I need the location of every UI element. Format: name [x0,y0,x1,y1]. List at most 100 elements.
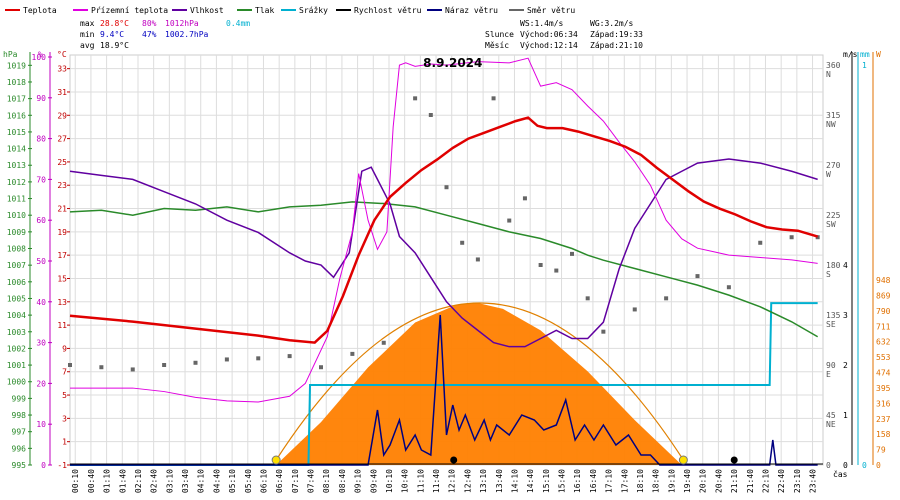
temp-tick-label: 11 [57,321,67,330]
pct-tick-label: 70 [36,175,46,184]
hpa-tick-label: 1014 [7,145,26,154]
hpa-tick-label: 1009 [7,228,26,237]
hpa-tick-label: 1007 [7,261,26,270]
hpa-tick-label: 1010 [7,211,26,220]
tlak-line [69,201,819,338]
temp-tick-label: 15 [57,274,67,283]
dir-tick-name: SE [826,320,836,329]
stats-wg: WG:3.2m/s [590,19,634,28]
stats-slunce-zapad: Západ:19:33 [590,30,643,39]
legend-label: Pŕízemní teplota [91,6,168,15]
stats-min-press: 1002.7hPa [165,30,209,39]
wind-direction-point [444,185,449,190]
temp-tick-label: -1 [57,461,67,470]
wind-direction-point [570,251,574,256]
legend-label: Vlhkost [190,6,224,15]
stats-min-label: min [80,30,95,39]
temp-tick-label: 19 [57,228,67,237]
w-tick-label: 395 [876,384,891,393]
mm-tick-label: 1 [862,61,867,70]
dir-tick-label: 180 [826,261,841,270]
dir-tick-name: SW [826,220,836,229]
x-tick-label: 16:40 [589,469,598,493]
wind-direction-point [224,357,229,362]
hpa-tick-label: 1013 [7,161,26,170]
wind-direction-point [99,365,104,370]
x-tick-label: 23:10 [793,469,802,493]
sun-rise-marker [271,455,281,465]
x-tick-label: 06:40 [275,469,284,493]
legend-label: Tlak [255,6,274,15]
hpa-tick-label: 1016 [7,111,26,120]
wind-direction-point [68,363,72,367]
wind-direction-point [554,268,559,273]
pct-tick-label: 40 [36,298,46,307]
hpa-axis-title: hPa [3,50,18,59]
x-tick-label: 23:40 [809,469,818,493]
dir-tick-label: 360 [826,61,841,70]
x-tick-label: 17:10 [605,469,614,493]
temp-tick-label: 33 [57,65,67,74]
wind-direction-point [381,340,386,345]
temp-tick-label: 7 [62,368,67,377]
wind-direction-point [460,240,465,245]
x-axis-label: čas [833,469,848,479]
x-tick-label: 17:40 [620,469,629,493]
hpa-tick-label: 998 [12,411,27,420]
x-tick-label: 19:40 [683,469,692,493]
chart-date: 8.9.2024 [423,56,482,70]
wind-direction-point [507,218,512,223]
x-tick-label: 12:10 [448,469,457,493]
w-tick-label: 0 [876,461,881,470]
stats-min-temp: 9.4°C [100,30,124,39]
x-tick-label: 05:10 [228,469,237,493]
x-tick-label: 06:10 [259,469,268,493]
solar-radiation-area [276,303,682,465]
wind-direction-point [130,367,135,372]
x-tick-label: 03:10 [165,469,174,493]
stats-min-hum: 47% [142,30,157,39]
w-tick-label: 237 [876,415,891,424]
hpa-tick-label: 995 [12,461,27,470]
x-tick-label: 08:10 [322,469,331,493]
x-tick-label: 12:40 [463,469,472,493]
wind-direction-point [664,296,669,301]
temp-tick-label: 29 [57,111,67,120]
x-tick-label: 11:10 [416,469,425,493]
hpa-tick-label: 1015 [7,128,26,137]
legend-label: Srážky [299,6,328,15]
w-tick-label: 553 [876,353,891,362]
hpa-tick-label: 1017 [7,95,26,104]
wind-direction-point [193,360,198,365]
stats-mesic-vychod: Východ:12:14 [520,41,578,50]
dir-tick-label: 270 [826,161,841,170]
legend-label: Rychlost větru [354,6,422,15]
ms-axis-title: m/s [843,50,858,59]
hpa-tick-label: 997 [12,428,27,437]
temp-tick-label: 1 [62,438,67,447]
stats-max-press: 1012hPa [165,19,199,28]
wind-direction-point [758,240,763,245]
ms-tick-label: 3 [843,311,848,320]
x-tick-label: 21:10 [730,469,739,493]
dir-tick-label: 45 [826,411,836,420]
wind-direction-point [789,235,794,240]
ms-tick-label: 1 [843,411,848,420]
hpa-tick-label: 1018 [7,78,26,87]
pct-tick-label: 0 [41,461,46,470]
w-tick-label: 790 [876,307,891,316]
hpa-tick-label: 1004 [7,311,26,320]
x-tick-label: 10:40 [401,469,410,493]
x-tick-label: 01:40 [118,469,127,493]
x-tick-label: 08:40 [338,469,347,493]
x-tick-label: 15:10 [542,469,551,493]
pct-tick-label: 30 [36,339,46,348]
moon-rise-marker [450,456,458,464]
legend-label: Směr větru [527,6,575,15]
x-tick-label: 11:40 [432,469,441,493]
w-tick-label: 632 [876,338,891,347]
x-tick-label: 01:10 [103,469,112,493]
temp-tick-label: 5 [62,391,67,400]
hpa-tick-label: 1002 [7,344,26,353]
